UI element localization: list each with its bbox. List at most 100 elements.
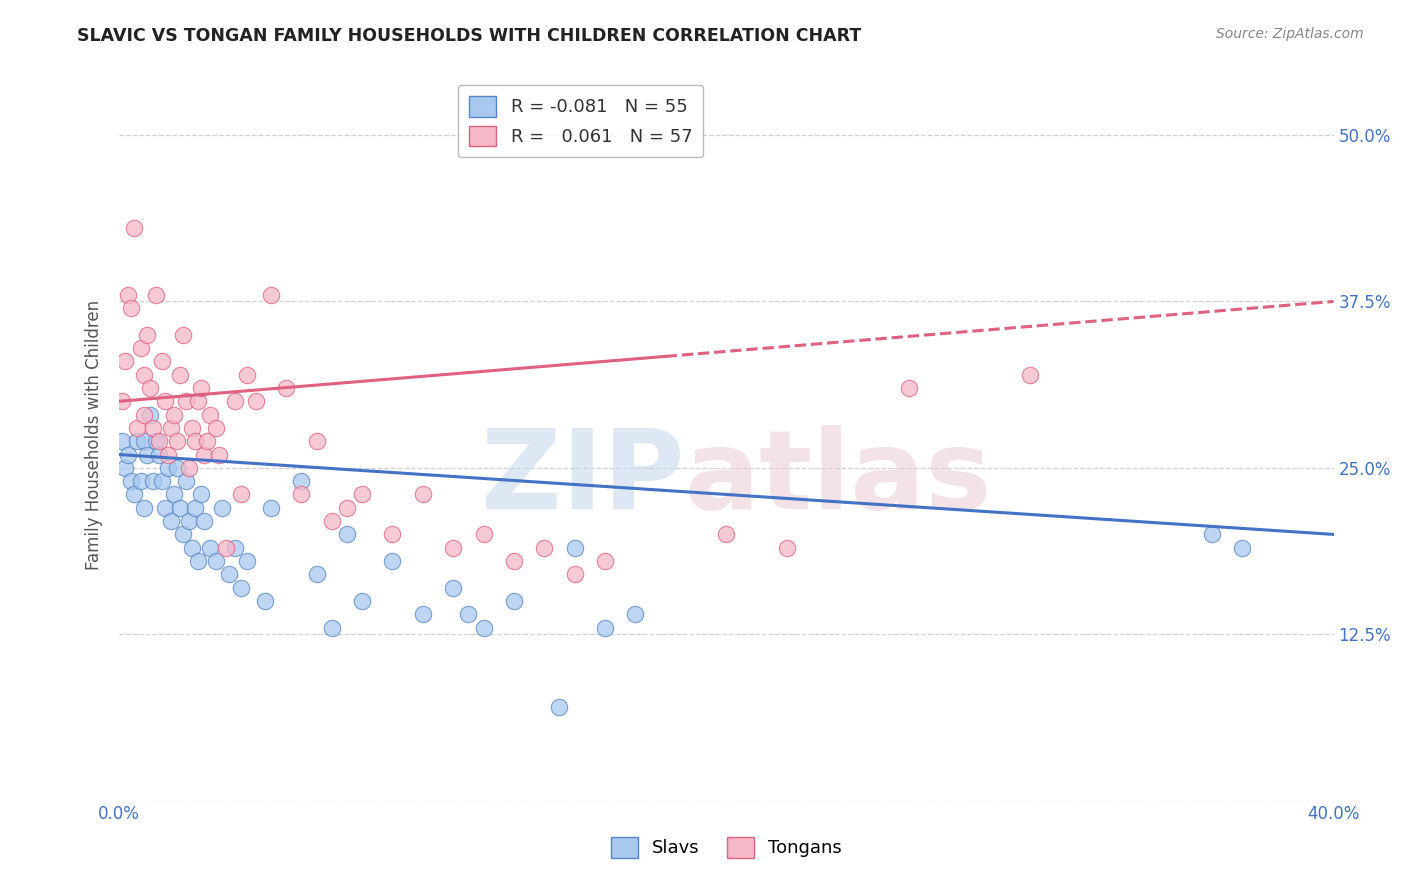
Point <box>114 354 136 368</box>
Point <box>117 448 139 462</box>
Point <box>533 541 555 555</box>
Point <box>132 434 155 449</box>
Point <box>260 287 283 301</box>
Point <box>135 327 157 342</box>
Point <box>593 621 616 635</box>
Point <box>184 500 207 515</box>
Text: atlas: atlas <box>683 425 991 532</box>
Point <box>114 460 136 475</box>
Point <box>184 434 207 449</box>
Point <box>503 594 526 608</box>
Point <box>1019 368 1042 382</box>
Point <box>145 434 167 449</box>
Point <box>187 394 209 409</box>
Point <box>305 567 328 582</box>
Point <box>208 448 231 462</box>
Point <box>190 381 212 395</box>
Point <box>412 487 434 501</box>
Point <box>193 514 215 528</box>
Point <box>153 500 176 515</box>
Point <box>145 287 167 301</box>
Point <box>593 554 616 568</box>
Point <box>305 434 328 449</box>
Point <box>138 408 160 422</box>
Point <box>150 474 173 488</box>
Point <box>127 421 149 435</box>
Point <box>205 421 228 435</box>
Point <box>150 354 173 368</box>
Point <box>148 434 170 449</box>
Point <box>441 541 464 555</box>
Point <box>132 408 155 422</box>
Point <box>245 394 267 409</box>
Point <box>253 594 276 608</box>
Point <box>218 567 240 582</box>
Point <box>624 607 647 622</box>
Point <box>132 368 155 382</box>
Point <box>153 394 176 409</box>
Point <box>177 514 200 528</box>
Point <box>187 554 209 568</box>
Point <box>120 474 142 488</box>
Point <box>229 487 252 501</box>
Point <box>229 581 252 595</box>
Point <box>156 448 179 462</box>
Point <box>148 448 170 462</box>
Point <box>129 341 152 355</box>
Point <box>163 408 186 422</box>
Point <box>1201 527 1223 541</box>
Point <box>412 607 434 622</box>
Point <box>166 434 188 449</box>
Point <box>160 514 183 528</box>
Point <box>236 368 259 382</box>
Point <box>193 448 215 462</box>
Point <box>211 500 233 515</box>
Point <box>564 541 586 555</box>
Y-axis label: Family Households with Children: Family Households with Children <box>86 300 103 570</box>
Point <box>163 487 186 501</box>
Point <box>224 394 246 409</box>
Text: SLAVIC VS TONGAN FAMILY HOUSEHOLDS WITH CHILDREN CORRELATION CHART: SLAVIC VS TONGAN FAMILY HOUSEHOLDS WITH … <box>77 27 862 45</box>
Point <box>135 448 157 462</box>
Point <box>195 434 218 449</box>
Point <box>290 487 312 501</box>
Point <box>142 421 165 435</box>
Point <box>181 421 204 435</box>
Point <box>503 554 526 568</box>
Point <box>111 394 134 409</box>
Point <box>564 567 586 582</box>
Point <box>172 527 194 541</box>
Point <box>174 394 197 409</box>
Point <box>124 221 146 235</box>
Point <box>1232 541 1254 555</box>
Point <box>236 554 259 568</box>
Point <box>200 541 222 555</box>
Point <box>169 368 191 382</box>
Point <box>205 554 228 568</box>
Point <box>111 434 134 449</box>
Point <box>224 541 246 555</box>
Text: ZIP: ZIP <box>481 425 683 532</box>
Point <box>321 621 343 635</box>
Point <box>117 287 139 301</box>
Point <box>381 527 404 541</box>
Point <box>472 621 495 635</box>
Point <box>214 541 236 555</box>
Point <box>132 500 155 515</box>
Point <box>166 460 188 475</box>
Point <box>457 607 479 622</box>
Point <box>290 474 312 488</box>
Point <box>336 527 359 541</box>
Point <box>172 327 194 342</box>
Point <box>169 500 191 515</box>
Point <box>276 381 298 395</box>
Point <box>124 487 146 501</box>
Point <box>129 474 152 488</box>
Point <box>716 527 738 541</box>
Point <box>441 581 464 595</box>
Point <box>352 487 374 501</box>
Point <box>548 700 571 714</box>
Point <box>336 500 359 515</box>
Point <box>352 594 374 608</box>
Text: Source: ZipAtlas.com: Source: ZipAtlas.com <box>1216 27 1364 41</box>
